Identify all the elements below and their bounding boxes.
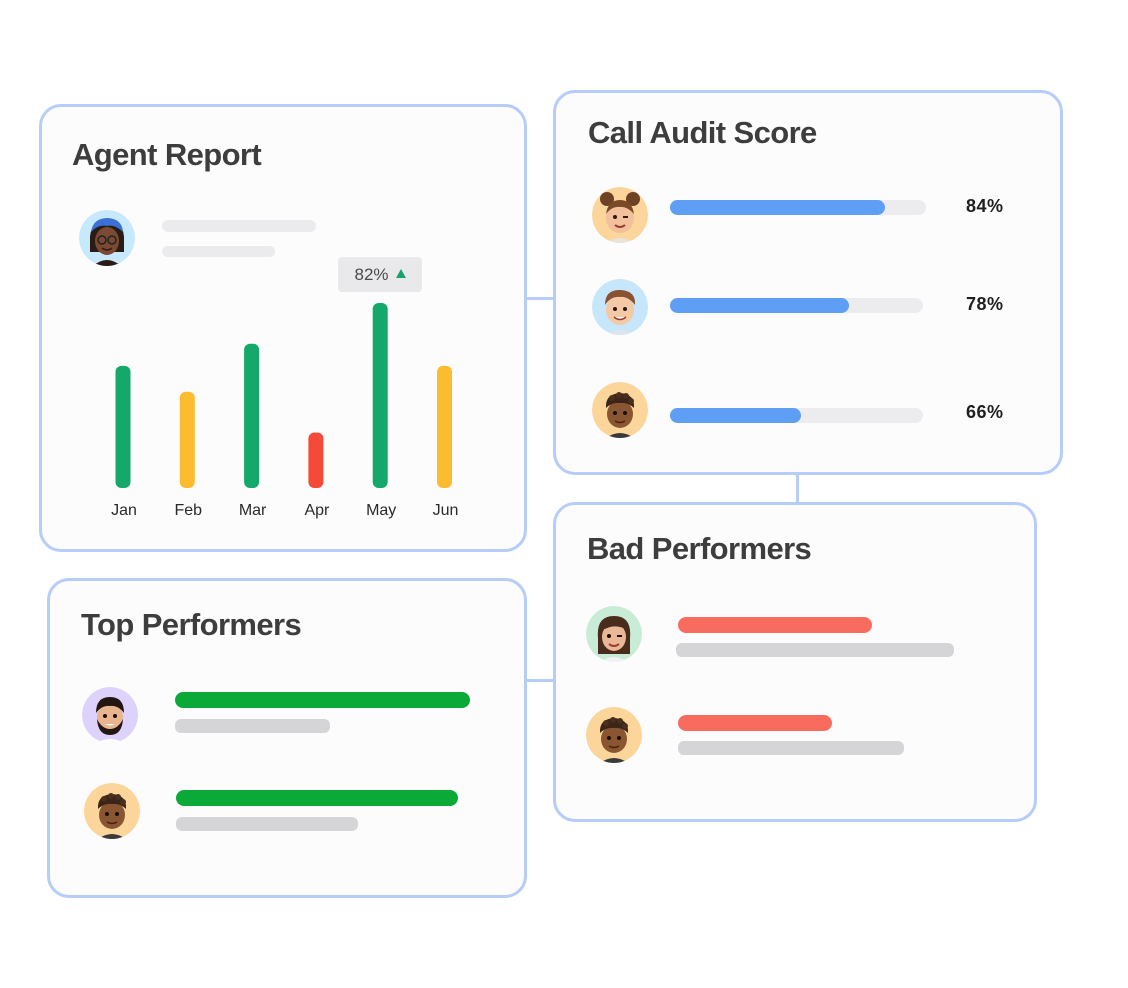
bad-performer-2-bar [678, 715, 832, 731]
top-performers-card: Top Performers [47, 578, 527, 898]
chart-bar-apr [308, 432, 324, 488]
chart-bar-may [372, 303, 388, 488]
audit-percent-1: 84% [966, 196, 1004, 216]
audit-avatar-2 [592, 279, 648, 335]
connector-audit-bad [796, 474, 799, 503]
connector-top-bad [526, 679, 555, 682]
audit-avatar-3 [592, 382, 648, 438]
agent-name-placeholder [162, 220, 316, 232]
chart-tick-label-apr: Apr [304, 502, 330, 519]
top-avatar-2 [84, 783, 140, 839]
bad-performer-1-bar [678, 617, 872, 633]
chart-bar-mar [244, 343, 260, 488]
top-avatar-1 [82, 687, 138, 743]
audit-percent-2: 78% [966, 294, 1004, 314]
chart-tick-label-mar: Mar [239, 502, 267, 519]
avatar-curly-hair-icon [592, 382, 648, 438]
agent-avatar [79, 210, 135, 266]
bad-avatar-2 [586, 707, 642, 763]
chart-tick-label-feb: Feb [175, 502, 203, 519]
chart-bar-feb [179, 391, 195, 488]
audit-avatar-1 [592, 187, 648, 243]
top-performers-title: Top Performers [81, 607, 302, 642]
avatar-blue-hair-icon [79, 210, 135, 266]
connector-report-audit [526, 297, 555, 300]
growth-badge-value: 82% [354, 264, 389, 284]
avatar-curly-hair-icon [586, 707, 642, 763]
top-performer-2-placeholder [176, 817, 358, 831]
bad-performers-card: Bad Performers [553, 502, 1037, 822]
top-performer-1-placeholder [175, 719, 330, 733]
audit-percent-3: 66% [966, 402, 1004, 422]
bad-performer-2-placeholder [678, 741, 904, 755]
bad-performer-1-placeholder [676, 643, 954, 657]
avatar-brown-hair-icon [592, 279, 648, 335]
call-audit-title: Call Audit Score [588, 115, 817, 150]
top-performer-2-bar [176, 790, 458, 806]
chart-bar-jun [437, 365, 452, 488]
chart-tick-label-jun: Jun [433, 502, 459, 519]
chart-tick-label-may: May [366, 502, 396, 519]
audit-progress-fill-2 [670, 298, 849, 313]
bad-performers-title: Bad Performers [587, 531, 812, 566]
agent-role-placeholder [162, 246, 275, 257]
avatar-bearded-icon [82, 687, 138, 743]
agent-report-title: Agent Report [72, 137, 262, 172]
trend-up-icon [395, 269, 406, 278]
chart-bar-jan [115, 365, 131, 488]
avatar-curly-hair-icon [84, 783, 140, 839]
growth-badge: 82% [338, 257, 422, 292]
audit-progress-fill-3 [670, 408, 801, 423]
bad-avatar-1 [586, 606, 642, 662]
avatar-long-hair-icon [586, 606, 642, 662]
audit-progress-fill-1 [670, 200, 885, 215]
top-performer-1-bar [175, 692, 470, 708]
chart-tick-label-jan: Jan [111, 502, 137, 519]
avatar-bun-hair-icon [592, 187, 648, 243]
